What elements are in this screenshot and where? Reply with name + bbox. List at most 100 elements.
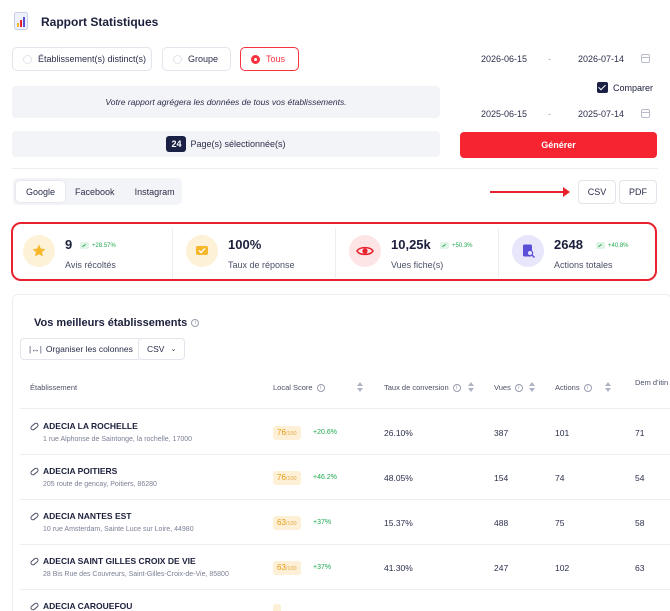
scope-option-all[interactable]: Tous [240,47,299,71]
conversion-cell: 41.30% [384,563,413,573]
column-header-views[interactable]: Vues i [494,383,523,392]
local-score-badge: 76/100 [273,426,301,440]
conversion-cell: 48.05% [384,473,413,483]
scope-option-distinct[interactable]: Établissement(s) distinct(s) [12,47,152,71]
conversion-cell: 15.37% [384,518,413,528]
table-row[interactable]: ADECIA POITIERS 205 route de gencay, Poi… [20,455,670,500]
table-row[interactable]: ADECIA SAINT GILLES CROIX DE VIE 28 Bis … [20,545,670,590]
score-delta: +46.2% [313,474,337,481]
column-header-local-score[interactable]: Local Score i [273,383,325,392]
export-csv-button[interactable]: CSV [578,180,616,204]
sort-icon[interactable] [529,382,535,392]
views-cell: 154 [494,473,509,483]
export-pdf-button[interactable]: PDF [619,180,657,204]
views-cell: 387 [494,428,509,438]
best-establishments-title: Vos meilleurs établissements i [34,317,200,329]
best-establishments-panel [12,294,670,611]
sort-icon[interactable] [357,382,363,392]
organize-columns-button[interactable]: |↔| Organiser les colonnes [20,338,142,360]
compare-toggle[interactable]: Comparer [597,82,653,93]
arrow-right-annotation-icon [490,187,570,197]
link-icon [29,601,40,611]
info-icon[interactable]: i [514,383,523,392]
column-header-establishment[interactable]: Établissement [30,383,78,392]
sort-icon[interactable] [605,382,611,392]
selected-pages-summary[interactable]: 24 Page(s) sélectionnée(s) [12,131,440,157]
table-row[interactable]: ADECIA LA ROCHELLE 1 rue Alphonse de Sai… [20,410,670,455]
report-chart-icon [14,12,28,30]
table-row[interactable]: ADECIA CAROUEFOU [20,590,670,611]
actions-cell: 75 [555,518,565,528]
establishment-address: 28 Bis Rue des Couvreurs, Saint-Gilles-C… [43,571,229,578]
document-search-icon [512,235,544,267]
section-divider [12,168,658,169]
compare-date-range-picker[interactable]: 2025-06-15 - 2025-07-14 [461,102,657,126]
name-text: ADECIA POITIERS [43,466,118,476]
kpi-label: Avis récoltés [65,260,116,270]
score-value: 76 [277,428,286,437]
score-value: 63 [277,563,286,572]
kpi-label: Vues fiche(s) [391,260,444,270]
compare-date-end: 2025-07-14 [578,109,625,119]
trend-up-icon [596,242,605,249]
info-icon[interactable]: i [191,319,200,327]
date-range-picker[interactable]: 2026-06-15 - 2026-07-14 [461,47,657,71]
kpi-highlight-frame [11,222,657,281]
score-delta: +37% [313,564,332,571]
establishment-name[interactable]: ADECIA LA ROCHELLE [29,421,138,431]
kpi-card-actions: 2648 +40.8% Actions totales [503,228,656,278]
views-cell: 488 [494,518,509,528]
compare-date-start: 2025-06-15 [481,109,528,119]
table-row[interactable]: ADECIA NANTES EST 10 rue Amsterdam, Sain… [20,500,670,545]
generate-button[interactable]: Générer [460,132,657,158]
establishment-name[interactable]: ADECIA CAROUEFOU [29,601,132,611]
column-header-actions[interactable]: Actions i [555,383,592,392]
compare-label: Comparer [613,82,654,93]
info-icon[interactable]: i [316,383,325,392]
checkbox-checked-icon[interactable] [597,82,608,93]
name-text: ADECIA LA ROCHELLE [43,421,138,431]
info-icon[interactable]: i [452,383,461,392]
kpi-value: 10,25k [391,237,431,252]
info-icon[interactable]: i [583,383,592,392]
kpi-trend: +40.8% [608,242,629,249]
establishment-name[interactable]: ADECIA POITIERS [29,466,118,476]
table-csv-dropdown[interactable]: CSV ⌄ [138,338,186,360]
score-value: 63 [277,518,286,527]
calendar-icon [641,109,650,118]
establishment-name[interactable]: ADECIA SAINT GILLES CROIX DE VIE [29,556,196,566]
kpi-card-reviews: 9 +28.57% Avis récoltés [14,228,173,278]
score-suffix: /100 [285,521,297,527]
link-icon [29,556,40,566]
sort-icon[interactable] [468,382,474,392]
scope-option-group[interactable]: Groupe [162,47,231,71]
column-header-label: Vues [494,383,511,392]
link-icon [29,421,40,431]
link-icon [29,466,40,476]
table-header-divider [20,408,670,409]
name-text: ADECIA SAINT GILLES CROIX DE VIE [43,556,196,566]
kpi-trend: +28.57% [92,242,116,249]
column-header-label: Local Score [273,383,313,392]
date-separator: - [548,109,551,119]
tab-instagram[interactable]: Instagram [134,186,175,197]
kpi-trend-badge: +40.8% [596,242,629,249]
conversion-cell: 26.10% [384,428,413,438]
radio-icon [173,54,182,64]
column-header-conversion[interactable]: Taux de conversion i [384,383,461,392]
tab-google[interactable]: Google [16,181,66,202]
kpi-trend-badge: +28.57% [80,242,116,249]
itinerary-cell: 58 [635,518,645,528]
column-header-itinerary[interactable]: Dem d'itin [635,378,669,387]
kpi-card-views: 10,25k +50.3% Vues fiche(s) [340,228,499,278]
organize-label: Organiser les colonnes [45,344,133,354]
link-icon [29,511,40,521]
name-text: ADECIA NANTES EST [43,511,132,521]
tab-facebook[interactable]: Facebook [75,186,115,197]
column-header-label: Taux de conversion [384,383,449,392]
pages-count-badge: 24 [166,136,187,152]
score-suffix: /100 [285,566,297,572]
establishment-address: 205 route de gencay, Poitiers, 86280 [43,481,157,488]
local-score-badge: 63/100 [273,561,301,575]
establishment-name[interactable]: ADECIA NANTES EST [29,511,132,521]
